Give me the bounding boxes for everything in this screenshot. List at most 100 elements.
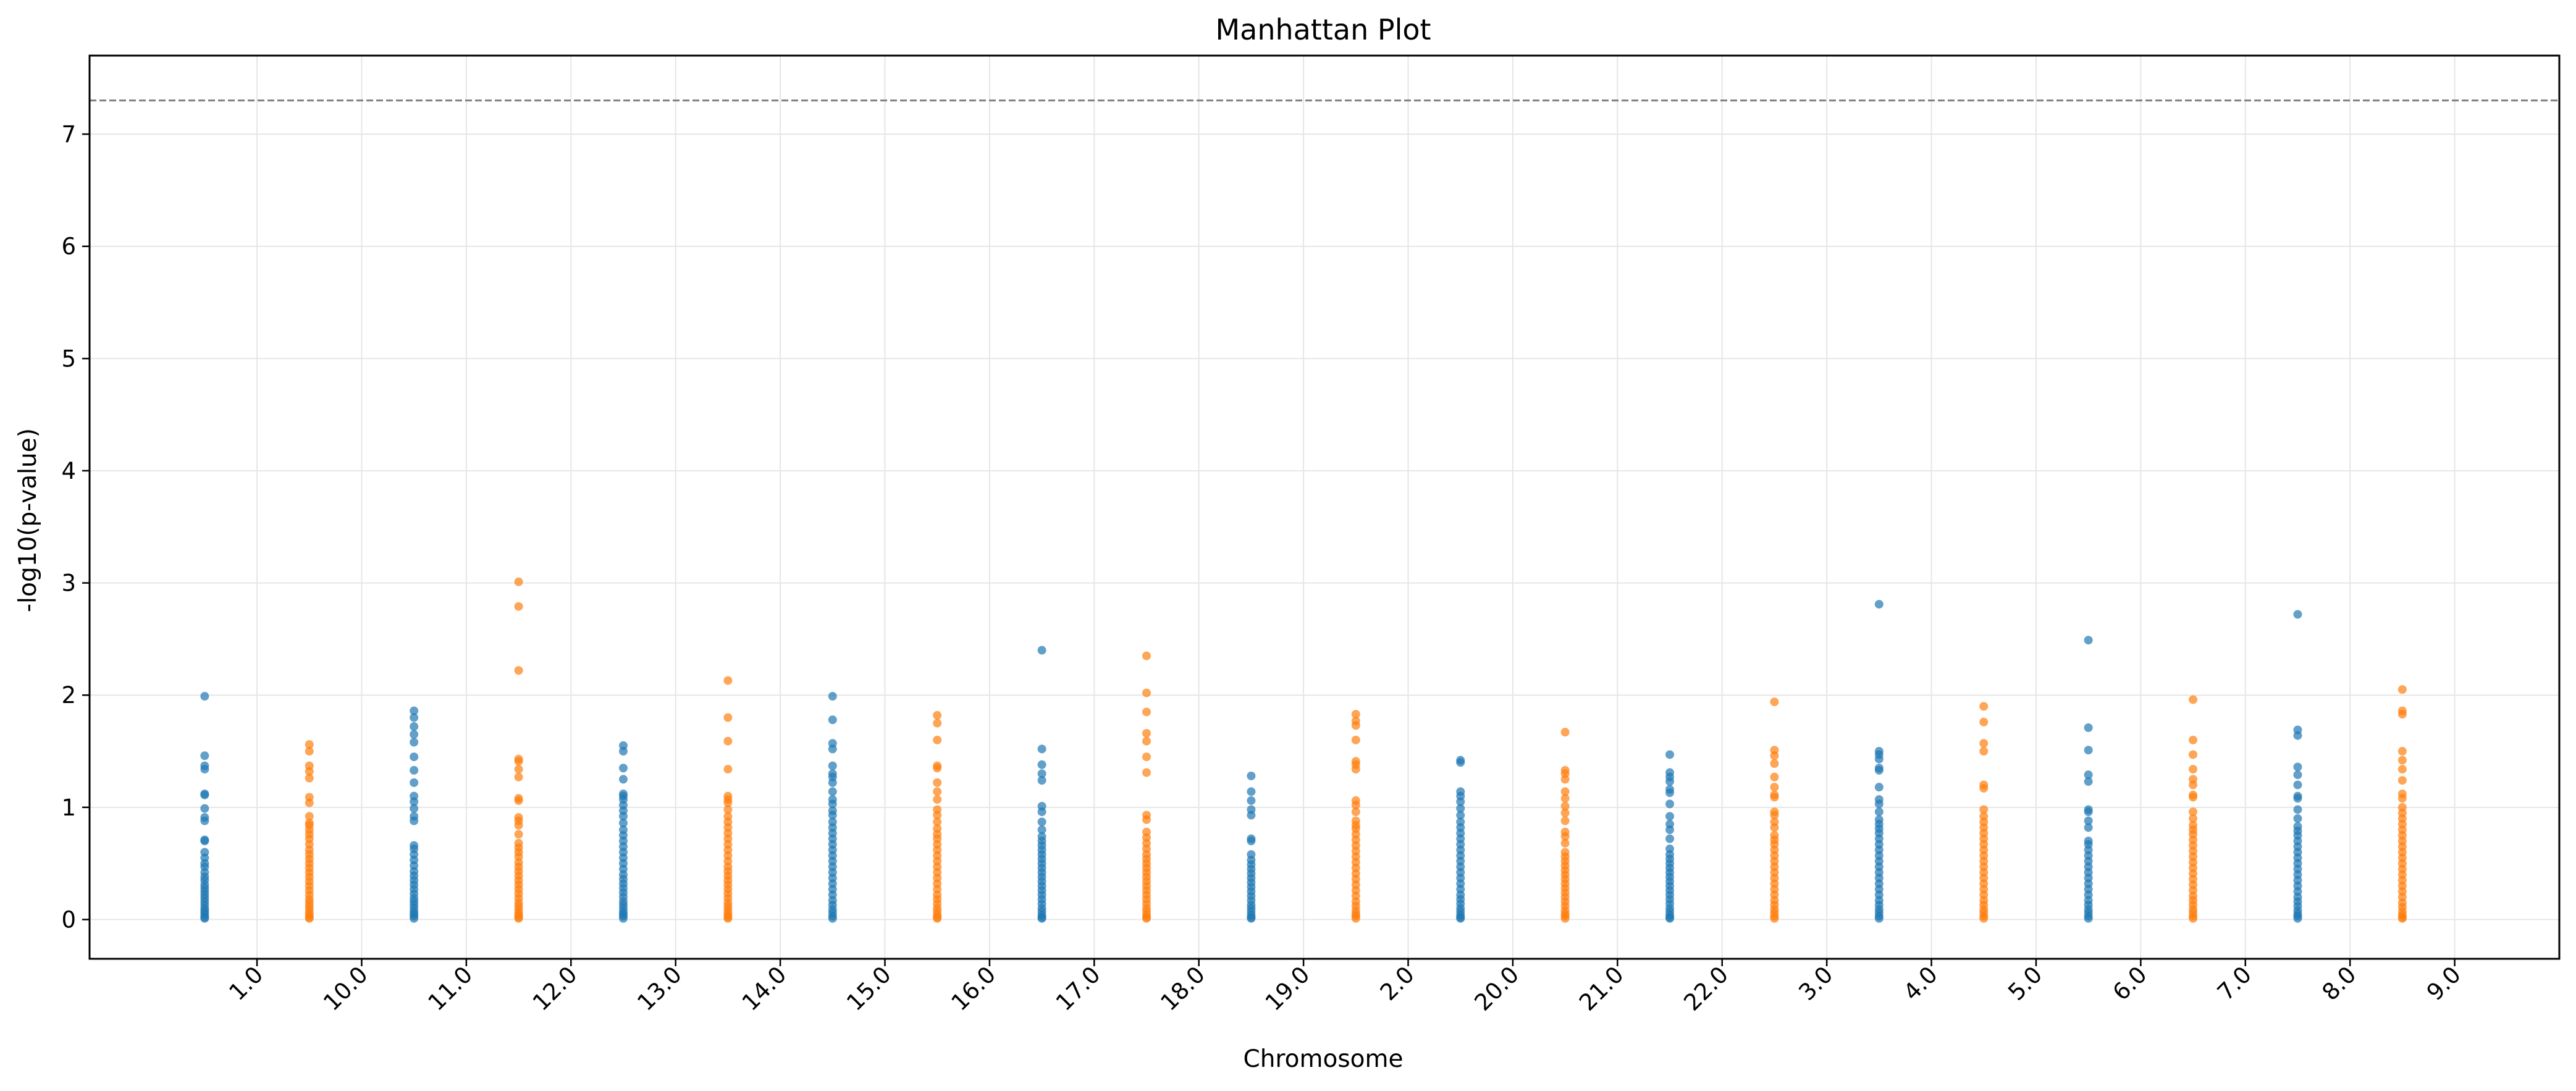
snp-point bbox=[933, 778, 942, 787]
snp-point bbox=[1037, 807, 1046, 817]
snp-point bbox=[1874, 600, 1884, 609]
snp-point bbox=[410, 713, 419, 722]
y-tick-label: 6 bbox=[61, 234, 76, 260]
snp-point bbox=[933, 787, 942, 796]
chromosome-6-points bbox=[2084, 636, 2093, 923]
snp-point bbox=[1456, 811, 1465, 820]
snp-point bbox=[2189, 793, 2198, 802]
snp-point bbox=[305, 747, 314, 756]
chromosome-17-points bbox=[1037, 646, 1046, 923]
snp-point bbox=[2293, 731, 2302, 740]
snp-point bbox=[1142, 752, 1151, 762]
chart-title: Manhattan Plot bbox=[1215, 13, 1431, 46]
snp-point bbox=[1456, 758, 1465, 767]
snp-point bbox=[1560, 794, 1570, 803]
chromosome-3-points bbox=[1770, 697, 1779, 923]
chromosome-4-points bbox=[1874, 600, 1884, 923]
snp-point bbox=[1456, 804, 1465, 813]
chromosome-8-points bbox=[2293, 610, 2302, 923]
snp-point bbox=[2084, 816, 2093, 825]
snp-point bbox=[2397, 914, 2407, 923]
snp-point bbox=[933, 710, 942, 720]
chromosome-2-points bbox=[1351, 710, 1360, 923]
snp-point bbox=[1874, 765, 1884, 775]
snp-point bbox=[305, 767, 314, 776]
snp-point bbox=[1247, 771, 1256, 780]
snp-point bbox=[2293, 762, 2302, 772]
snp-point bbox=[1560, 816, 1570, 825]
snp-point bbox=[305, 812, 314, 821]
chromosome-13-points bbox=[618, 741, 628, 923]
chromosome-16-points bbox=[933, 710, 942, 923]
snp-point bbox=[1665, 788, 1675, 798]
snp-point bbox=[1665, 825, 1675, 835]
y-tick-label: 0 bbox=[61, 906, 76, 933]
snp-point bbox=[514, 830, 523, 839]
snp-point bbox=[933, 735, 942, 744]
snp-point bbox=[618, 819, 628, 828]
snp-point bbox=[1874, 914, 1884, 923]
chromosome-12-points bbox=[514, 577, 523, 923]
chromosome-18-points bbox=[1142, 651, 1151, 923]
snp-point bbox=[2189, 780, 2198, 790]
snp-point bbox=[1665, 777, 1675, 786]
snp-point bbox=[1037, 744, 1046, 754]
snp-point bbox=[1142, 651, 1151, 660]
snp-point bbox=[1770, 823, 1779, 832]
plot-frame bbox=[88, 54, 2561, 960]
snp-point bbox=[200, 804, 209, 813]
snp-point bbox=[1037, 776, 1046, 785]
snp-point bbox=[1351, 710, 1360, 719]
snp-point bbox=[305, 914, 314, 923]
snp-point bbox=[828, 787, 837, 796]
snp-point bbox=[1142, 736, 1151, 746]
snp-point bbox=[1351, 721, 1360, 730]
snp-point bbox=[933, 817, 942, 827]
snp-point bbox=[305, 773, 314, 783]
chromosome-15-points bbox=[828, 692, 837, 923]
snp-point bbox=[514, 820, 523, 830]
snp-point bbox=[200, 765, 209, 774]
snp-point bbox=[1247, 796, 1256, 805]
snp-point bbox=[1560, 914, 1570, 923]
snp-point bbox=[1979, 805, 1989, 814]
chromosome-7-points bbox=[2189, 695, 2198, 923]
snp-point bbox=[1770, 697, 1779, 707]
grid bbox=[90, 56, 2559, 959]
snp-point bbox=[2084, 723, 2093, 732]
chromosome-22-points bbox=[1665, 750, 1675, 923]
snp-point bbox=[618, 747, 628, 756]
snp-point bbox=[1037, 760, 1046, 769]
snp-point bbox=[1979, 717, 1989, 727]
snp-point bbox=[410, 816, 419, 825]
snp-point bbox=[1874, 799, 1884, 809]
snp-point bbox=[1979, 914, 1989, 923]
snp-point bbox=[2084, 914, 2093, 923]
snp-point bbox=[2293, 805, 2302, 814]
snp-point bbox=[1874, 754, 1884, 764]
snp-point bbox=[410, 797, 419, 806]
snp-point bbox=[1351, 914, 1360, 923]
chromosome-1-points bbox=[200, 692, 209, 923]
snp-point bbox=[2189, 807, 2198, 817]
snp-point bbox=[2189, 695, 2198, 704]
chromosome-11-points bbox=[410, 706, 419, 923]
snp-point bbox=[1770, 811, 1779, 820]
snp-point bbox=[1037, 914, 1046, 923]
snp-point bbox=[305, 798, 314, 807]
data-points bbox=[200, 577, 2407, 923]
chromosome-21-points bbox=[1560, 728, 1570, 923]
snp-point bbox=[410, 730, 419, 739]
snp-point bbox=[2189, 914, 2198, 923]
y-tick-label: 4 bbox=[61, 458, 76, 484]
snp-point bbox=[1979, 747, 1989, 756]
snp-point bbox=[1247, 914, 1256, 923]
snp-point bbox=[2189, 750, 2198, 759]
snp-point bbox=[1351, 807, 1360, 817]
snp-point bbox=[410, 765, 419, 775]
snp-point bbox=[410, 722, 419, 731]
snp-point bbox=[1770, 793, 1779, 802]
snp-point bbox=[828, 761, 837, 770]
